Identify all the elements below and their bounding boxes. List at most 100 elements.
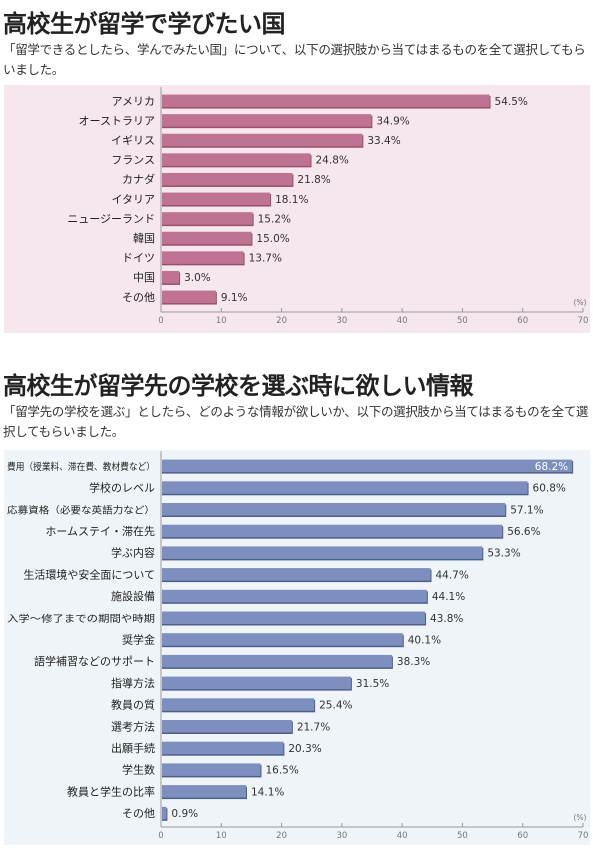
- value-label: 20.3%: [288, 743, 321, 755]
- bar: [162, 212, 253, 225]
- x-tick-label: 70: [578, 831, 589, 841]
- bar: [162, 94, 490, 108]
- x-tick-label: 10: [216, 316, 227, 326]
- value-label: 53.3%: [487, 548, 520, 560]
- unit-label: (%): [574, 298, 587, 307]
- category-label: 施設設備: [111, 589, 155, 603]
- value-label: 21.7%: [297, 721, 330, 733]
- value-label: 44.7%: [435, 569, 468, 581]
- bar: [162, 741, 284, 755]
- category-label: その他: [122, 291, 155, 304]
- x-tick-label: 50: [457, 316, 468, 326]
- value-label: 56.6%: [507, 526, 540, 538]
- value-label: 40.1%: [408, 634, 441, 646]
- chart2-description: 「留学先の学校を選ぶ」としたら、どのような情報が欲しいか、以下の選択肢から当ては…: [3, 404, 589, 439]
- category-label: オーストラリア: [79, 114, 155, 127]
- bar: [162, 589, 427, 603]
- chart2-title: 高校生が留学先の学校を選ぶ時に欲しい情報: [3, 372, 474, 400]
- category-label: 学校のレベル: [89, 481, 155, 495]
- value-label: 38.3%: [397, 656, 430, 668]
- chart2-svg: 0 10 20 30 40 50 60 70 (%) 費用（授業料、滞在費、教材費など） 68.2%…: [7, 451, 589, 841]
- x-tick-label: 40: [397, 831, 408, 841]
- bar: [162, 785, 247, 798]
- bar: [162, 459, 573, 473]
- value-label: 21.8%: [297, 174, 330, 186]
- category-label: 学ぶ内容: [111, 546, 155, 560]
- category-label: アメリカ: [112, 95, 155, 108]
- value-label: 68.2%: [535, 461, 568, 473]
- category-label: 語学補習などのサポート: [34, 654, 155, 668]
- value-label: 15.2%: [258, 213, 291, 225]
- bar: [162, 654, 392, 668]
- category-label: その他: [122, 807, 155, 820]
- category-label: ニュージーランド: [67, 212, 155, 225]
- x-tick-label: 40: [397, 316, 408, 326]
- category-label: 出願手続: [111, 741, 155, 755]
- bar: [162, 546, 483, 559]
- bar: [162, 698, 315, 711]
- value-label: 43.8%: [430, 613, 463, 625]
- bar: [162, 231, 252, 245]
- category-label: 奨学金: [122, 632, 155, 646]
- x-tick-label: 30: [336, 831, 347, 841]
- x-tick-label: 50: [457, 831, 468, 841]
- value-label: 54.5%: [495, 96, 528, 108]
- bar: [162, 172, 293, 186]
- value-label: 33.4%: [367, 135, 400, 147]
- category-label: フランス: [111, 154, 155, 167]
- value-label: 44.1%: [432, 591, 465, 603]
- bar: [162, 611, 426, 624]
- value-label: 13.7%: [249, 253, 282, 265]
- value-label: 0.9%: [171, 808, 198, 820]
- chart1-svg: 0 10 20 30 40 50 60 70 (%) アメリカ 54.5% オーストラリア 34.9% イ…: [67, 87, 589, 326]
- value-label: 3.0%: [184, 272, 211, 284]
- unit-label: (%): [574, 813, 587, 822]
- value-label: 25.4%: [319, 700, 352, 712]
- bar: [162, 676, 351, 690]
- bar: [162, 503, 506, 516]
- bar: [162, 524, 503, 538]
- x-tick-label: 20: [276, 831, 287, 841]
- category-label: 学生数: [122, 763, 155, 777]
- chart1-description: 「留学できるとしたら、学んでみたい国」について、以下の選択肢から当てはまるものを…: [3, 42, 586, 77]
- x-tick-label: 20: [276, 316, 287, 326]
- bar: [162, 251, 244, 264]
- chart1-title: 高校生が留学で学びたい国: [3, 10, 286, 38]
- value-label: 34.9%: [376, 115, 409, 127]
- category-label: ホームステイ・滞在先: [45, 525, 155, 538]
- bar: [162, 806, 167, 820]
- category-label: 中国: [133, 271, 155, 284]
- bar: [162, 763, 261, 776]
- bar: [162, 290, 216, 304]
- value-label: 14.1%: [251, 786, 284, 798]
- category-label: 指導方法: [111, 676, 155, 690]
- x-tick-label: 10: [216, 831, 227, 841]
- x-tick-label: 0: [158, 831, 163, 841]
- category-label: 選考方法: [111, 719, 155, 733]
- x-tick-label: 30: [336, 316, 347, 326]
- chart1-panel: 0 10 20 30 40 50 60 70 (%) アメリカ 54.5% オーストラリア 34.9% イ…: [4, 85, 590, 333]
- category-label: 費用（授業料、滞在費、教材費など）: [7, 461, 155, 473]
- value-label: 9.1%: [221, 292, 248, 304]
- chart2-panel: 0 10 20 30 40 50 60 70 (%) 費用（授業料、滞在費、教材費など） 68.2%…: [4, 450, 590, 845]
- category-label: 教員と学生の比率: [67, 784, 155, 798]
- bar: [162, 633, 403, 646]
- x-tick-label: 0: [158, 316, 163, 326]
- category-label: カナダ: [122, 172, 155, 186]
- value-label: 15.0%: [256, 233, 289, 245]
- x-tick-label: 60: [517, 831, 528, 841]
- category-label: 生活環境や安全面について: [23, 567, 155, 581]
- value-label: 57.1%: [510, 504, 543, 516]
- category-label: イギリス: [111, 134, 155, 147]
- category-label: 韓国: [133, 232, 155, 245]
- value-label: 18.1%: [275, 194, 308, 206]
- bar: [162, 153, 311, 166]
- value-label: 24.8%: [316, 155, 349, 167]
- category-label: イタリア: [111, 193, 155, 206]
- bar: [162, 192, 271, 206]
- bar: [162, 568, 431, 581]
- bar: [162, 133, 363, 147]
- category-label: ドイツ: [122, 252, 155, 265]
- x-tick-label: 70: [578, 316, 589, 326]
- value-label: 31.5%: [356, 678, 389, 690]
